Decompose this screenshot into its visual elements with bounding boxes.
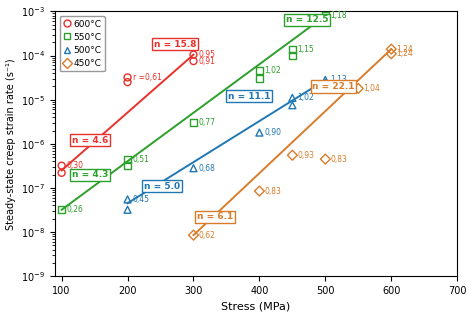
Text: 1,24: 1,24 [396, 49, 413, 58]
Text: 0,91: 0,91 [199, 57, 216, 66]
Point [321, 157, 329, 162]
Text: 1,24: 1,24 [396, 45, 413, 54]
Text: 0,68: 0,68 [199, 164, 216, 173]
Point [388, 51, 395, 56]
Point [321, 84, 329, 89]
Point [58, 163, 66, 168]
Text: 0,95: 0,95 [199, 50, 216, 59]
Point [288, 103, 296, 108]
Point [256, 68, 263, 74]
Text: 1,02: 1,02 [265, 66, 281, 75]
Text: 0,45: 0,45 [133, 195, 150, 204]
Text: n = 4.6: n = 4.6 [72, 136, 108, 145]
Point [124, 163, 131, 168]
Text: 0,77: 0,77 [199, 118, 216, 127]
Text: n = 4.3: n = 4.3 [72, 170, 108, 179]
Point [58, 170, 66, 175]
Point [58, 207, 66, 212]
Point [288, 47, 296, 52]
Text: n = 15.8: n = 15.8 [154, 40, 196, 49]
Point [256, 130, 263, 135]
Text: 0,90: 0,90 [265, 128, 282, 137]
Point [124, 75, 131, 80]
Text: r =0,61: r =0,61 [133, 73, 162, 82]
Point [256, 76, 263, 81]
Text: n = 5.0: n = 5.0 [144, 182, 180, 191]
Point [288, 95, 296, 100]
Text: 0,26: 0,26 [67, 205, 84, 214]
Point [288, 153, 296, 158]
Text: n = 12.5: n = 12.5 [286, 15, 329, 24]
Y-axis label: Steady-state creep strain rate (s⁻¹): Steady-state creep strain rate (s⁻¹) [6, 58, 16, 230]
Text: 0,62: 0,62 [199, 231, 216, 240]
Text: 0,93: 0,93 [298, 151, 315, 160]
Point [354, 86, 362, 91]
Text: 0,51: 0,51 [133, 155, 150, 164]
Point [124, 197, 131, 202]
Point [288, 53, 296, 58]
Legend: 600°C, 550°C, 500°C, 450°C: 600°C, 550°C, 500°C, 450°C [59, 16, 105, 71]
Point [124, 80, 131, 85]
Point [321, 13, 329, 18]
Point [124, 157, 131, 162]
Point [190, 233, 197, 238]
Text: n = 6.1: n = 6.1 [197, 212, 233, 222]
Point [321, 77, 329, 82]
Point [256, 189, 263, 194]
Text: n = 22.1: n = 22.1 [312, 82, 354, 91]
Text: 1,13: 1,13 [330, 75, 347, 84]
Text: 0,83: 0,83 [265, 186, 282, 196]
Point [388, 47, 395, 52]
Text: 1,18: 1,18 [330, 11, 347, 20]
Text: 1,04: 1,04 [363, 84, 380, 93]
Point [190, 120, 197, 125]
Text: 1,02: 1,02 [298, 94, 314, 102]
Text: 0,83: 0,83 [330, 155, 347, 164]
Point [190, 52, 197, 57]
X-axis label: Stress (MPa): Stress (MPa) [221, 301, 291, 311]
Text: 0,30: 0,30 [67, 161, 84, 170]
Point [124, 207, 131, 212]
Text: 1,15: 1,15 [298, 45, 314, 54]
Point [190, 59, 197, 64]
Point [190, 166, 197, 171]
Text: n = 11.1: n = 11.1 [228, 92, 270, 101]
